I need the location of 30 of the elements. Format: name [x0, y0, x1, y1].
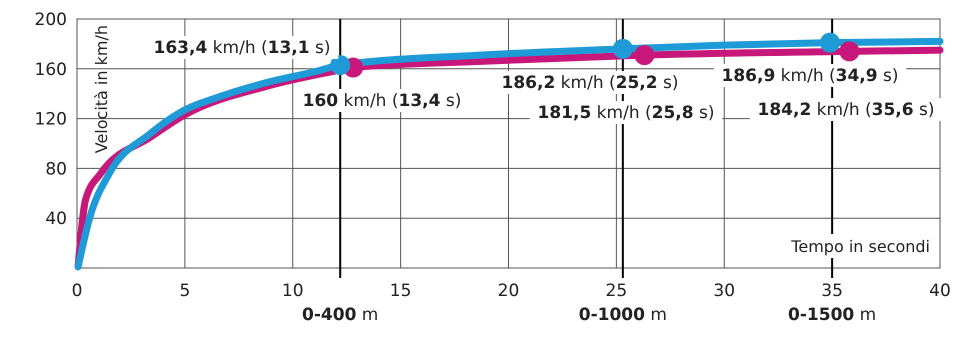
x-tick-label: 5: [179, 281, 190, 301]
x-tick-label: 35: [821, 281, 843, 301]
y-tick-label: 40: [45, 209, 67, 230]
annotation: 160 km/h (13,4 s): [302, 91, 462, 111]
x-tick-label: 30: [713, 281, 736, 301]
x-tick-label: 15: [390, 281, 412, 301]
annotation: 186,2 km/h (25,2 s): [502, 73, 678, 93]
x-tick-label: 25: [606, 281, 628, 301]
point: [612, 38, 633, 59]
annotation: 181,5 km/h (25,8 s): [538, 103, 714, 123]
point: [330, 55, 350, 76]
y-tick-label: 160: [34, 60, 67, 80]
y-tick-label: 200: [34, 10, 67, 30]
point: [839, 41, 860, 62]
ref-line-label: 0-400 m: [302, 305, 378, 325]
ref-line-label: 0-1000 m: [578, 305, 667, 325]
x-tick-label: 0: [72, 281, 82, 301]
ref-line-label: 0-1500 m: [788, 305, 876, 325]
point: [820, 32, 840, 53]
x-axis-title: Tempo in secondi: [790, 237, 930, 256]
annotation: 163,4 km/h (13,1 s): [154, 38, 330, 58]
annotation: 186,9 km/h (34,9 s): [722, 66, 898, 86]
point: [634, 45, 654, 66]
y-tick-label: 120: [34, 110, 67, 130]
x-tick-label: 10: [282, 281, 304, 301]
x-tick-label: 20: [498, 281, 520, 301]
y-axis-title: Velocità in km/h: [92, 25, 111, 154]
annotation: 184,2 km/h (35,6 s): [758, 100, 934, 120]
x-tick-label: 40: [929, 281, 951, 301]
y-tick-label: 80: [45, 159, 67, 180]
